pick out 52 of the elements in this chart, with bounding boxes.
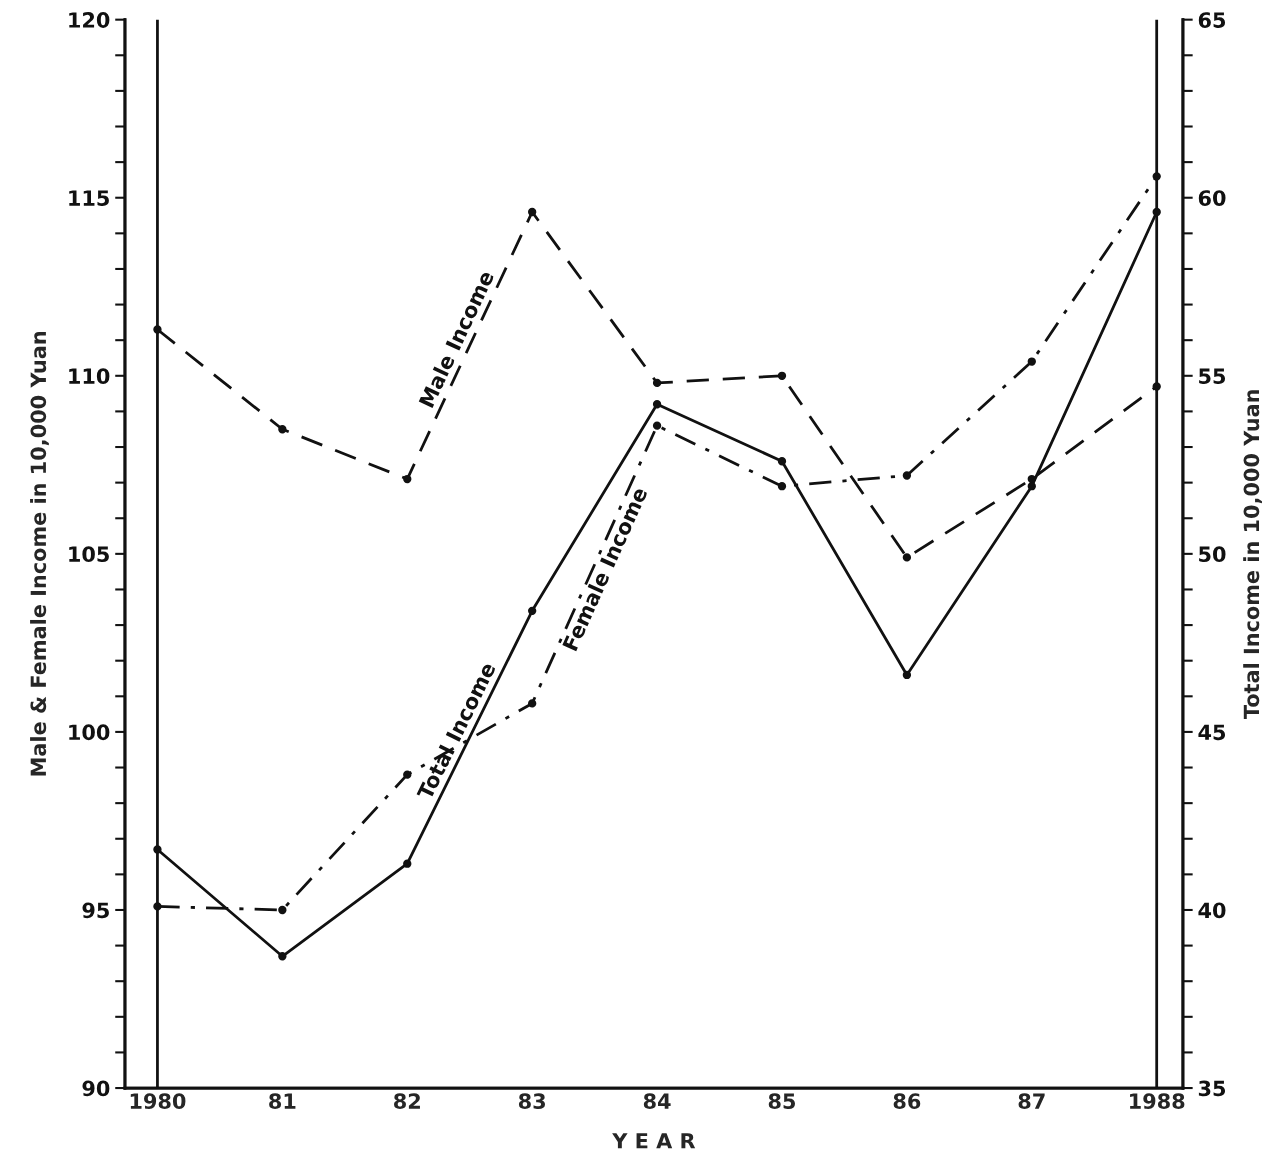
point bbox=[278, 905, 287, 915]
y-tick-label: 115 bbox=[69, 190, 109, 206]
y2-tick-label: 35 bbox=[1198, 1080, 1226, 1097]
x-tick-label: 86 bbox=[893, 1093, 921, 1110]
y-tick-label: 120 bbox=[69, 12, 110, 28]
point bbox=[652, 421, 662, 430]
point bbox=[1152, 207, 1161, 217]
x-tick-label: 84 bbox=[643, 1093, 671, 1110]
point bbox=[1027, 482, 1036, 491]
point bbox=[527, 699, 537, 708]
point bbox=[278, 952, 287, 961]
point bbox=[652, 378, 662, 388]
point bbox=[902, 553, 912, 562]
y2-tick-label: 55 bbox=[1199, 368, 1226, 384]
point bbox=[153, 902, 162, 911]
y2-tick-label: 65 bbox=[1198, 12, 1226, 28]
point bbox=[902, 471, 912, 480]
point bbox=[153, 845, 162, 854]
point bbox=[153, 325, 162, 334]
x-tick-label: 82 bbox=[394, 1093, 420, 1110]
point bbox=[652, 400, 662, 409]
point bbox=[1152, 382, 1161, 391]
y2-tick-label: 60 bbox=[1198, 190, 1226, 206]
y-tick-label: 105 bbox=[69, 546, 109, 563]
point bbox=[403, 474, 412, 484]
point bbox=[1027, 357, 1036, 366]
y2-tick-label: 40 bbox=[1198, 902, 1226, 919]
y-tick-label: 110 bbox=[69, 368, 110, 384]
x-tick-label: 87 bbox=[1018, 1093, 1045, 1110]
point bbox=[403, 859, 412, 868]
point bbox=[777, 371, 787, 380]
x-axis-title: Y E A R bbox=[612, 1133, 696, 1149]
point bbox=[403, 770, 412, 779]
y2-tick-label: 50 bbox=[1199, 546, 1226, 563]
point bbox=[902, 670, 912, 680]
point bbox=[527, 606, 537, 615]
y-tick-label: 100 bbox=[69, 724, 110, 741]
x-tick-label: 1980 bbox=[130, 1093, 186, 1110]
y-tick-label: 90 bbox=[82, 1080, 110, 1097]
x-tick-label: 81 bbox=[269, 1093, 296, 1110]
point bbox=[1152, 172, 1161, 181]
y-tick-label: 95 bbox=[82, 902, 109, 919]
point bbox=[278, 425, 287, 434]
y2-tick-label: 45 bbox=[1198, 724, 1226, 741]
x-tick-label: 83 bbox=[518, 1093, 545, 1110]
point bbox=[777, 482, 787, 491]
point bbox=[777, 457, 787, 466]
x-tick-label: 1988 bbox=[1130, 1093, 1185, 1110]
point bbox=[527, 207, 537, 217]
y2-axis-title: Total Income in 10,000 Yuan bbox=[1243, 390, 1262, 720]
x-tick-label: 85 bbox=[768, 1093, 796, 1110]
y-axis-title: Male & Female Income in 10,000 Yuan bbox=[30, 331, 49, 776]
